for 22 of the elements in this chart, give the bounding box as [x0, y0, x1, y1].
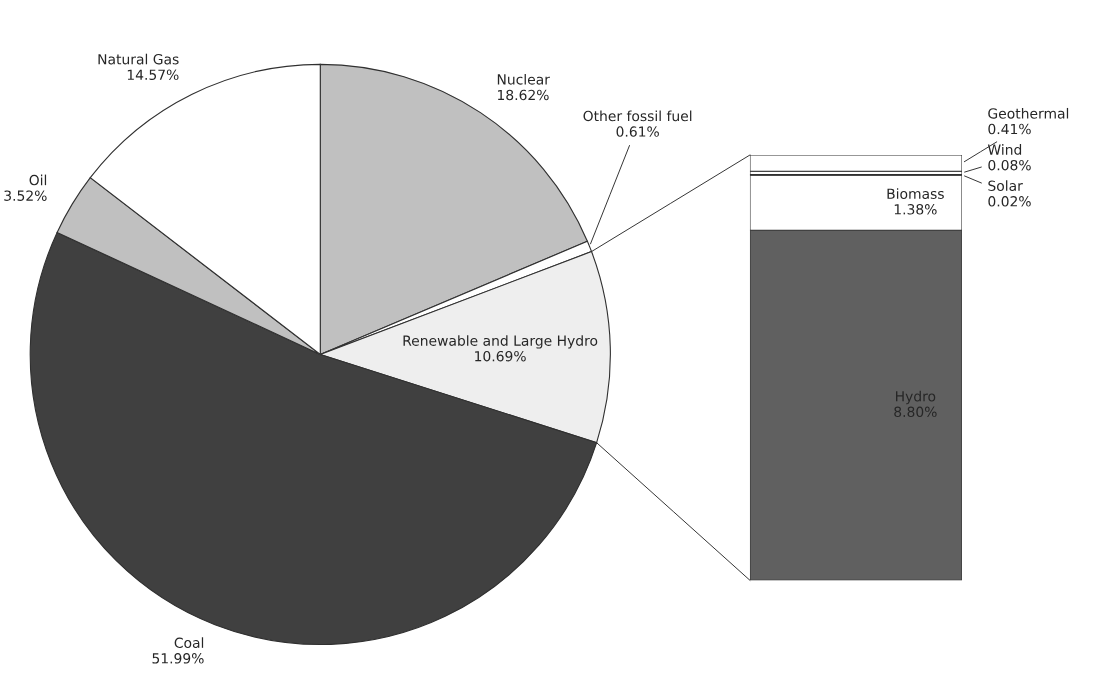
data-label: 14.57% [127, 69, 179, 81]
slice-label: Coal [174, 637, 204, 649]
data-label: 51.99% [152, 653, 204, 664]
data-label: 18.62% [498, 89, 549, 101]
text: Geothermal [988, 107, 1069, 119]
series-label: Biomass [887, 188, 944, 199]
data-label: 1.38% [894, 204, 937, 215]
slice-label: Renewable and Large Hydro [403, 335, 598, 349]
text: Wind [987, 144, 1022, 155]
data-label: 0.02% [988, 196, 1031, 207]
series-label: Hydro [896, 390, 936, 405]
data-label: 0.41% [988, 123, 1031, 135]
slice-label: Natural Gas [98, 53, 179, 65]
data-label: 0.61% [616, 126, 659, 137]
slice-label: Oil [29, 174, 47, 186]
slice-label: Nuclear [497, 73, 550, 85]
data-label: 10.69% [475, 350, 526, 362]
series-label: Solar [988, 180, 1023, 192]
slice-label: Other fossil fuel [583, 110, 692, 122]
data-label: 8.80% [894, 406, 937, 418]
data-label: 3.52% [4, 190, 47, 201]
data-label: 0.08% [988, 159, 1031, 171]
